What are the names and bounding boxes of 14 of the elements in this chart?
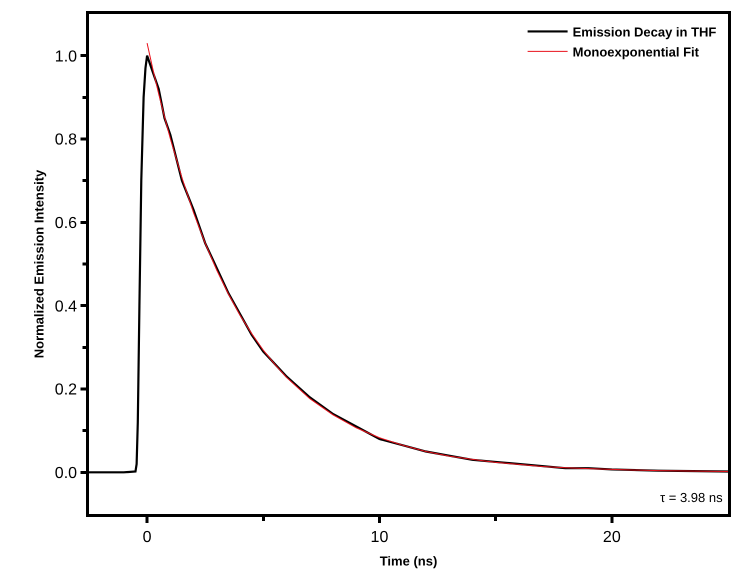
x-axis-title: Time (ns) [380, 554, 438, 569]
y-tick-label: 0.8 [54, 132, 78, 149]
y-tick-label: 0.2 [54, 382, 78, 399]
y-tick-label: 0.6 [54, 214, 78, 232]
x-tick-label: 10 [370, 528, 388, 546]
text: 1.0 [54, 48, 78, 66]
legend-label: Emission Decay in THF [572, 24, 716, 40]
legend-label: Monoexponential Fit [572, 44, 700, 60]
annotation: τ = 3.98 ns [660, 490, 724, 505]
x-tick-label: 20 [602, 528, 621, 546]
x-tick-label: 0 [142, 528, 152, 546]
y-tick-label: 0.4 [54, 298, 78, 316]
text: 0.0 [54, 464, 78, 482]
y-axis-title: Normalized Emission Intensity [32, 168, 47, 358]
